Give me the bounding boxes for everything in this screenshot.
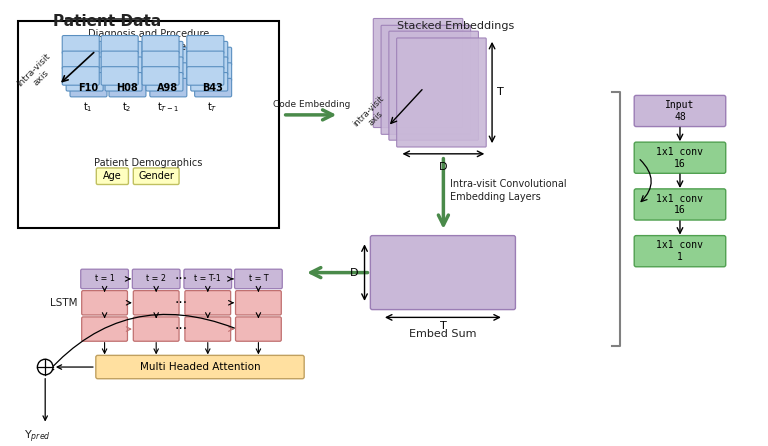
Circle shape xyxy=(38,359,53,375)
Text: Gender: Gender xyxy=(138,171,174,181)
FancyBboxPatch shape xyxy=(185,291,230,315)
Text: Intra-visit Convolutional
Embedding Layers: Intra-visit Convolutional Embedding Laye… xyxy=(450,179,567,202)
Text: t$_{T-1}$: t$_{T-1}$ xyxy=(157,100,179,114)
Text: t$_T$: t$_T$ xyxy=(207,100,218,114)
FancyBboxPatch shape xyxy=(236,291,281,315)
Text: ···: ··· xyxy=(175,296,188,310)
FancyBboxPatch shape xyxy=(109,63,146,81)
Text: Multi Headed Attention: Multi Headed Attention xyxy=(140,362,260,372)
FancyBboxPatch shape xyxy=(634,235,726,267)
FancyBboxPatch shape xyxy=(234,269,283,289)
Text: Patient Demographics: Patient Demographics xyxy=(94,158,203,168)
Text: intra-visit
axis: intra-visit axis xyxy=(15,52,59,96)
FancyBboxPatch shape xyxy=(66,73,103,91)
Text: 1x1 conv
16: 1x1 conv 16 xyxy=(657,194,703,215)
FancyBboxPatch shape xyxy=(185,317,230,341)
FancyBboxPatch shape xyxy=(109,47,146,66)
FancyBboxPatch shape xyxy=(236,317,281,341)
FancyBboxPatch shape xyxy=(109,78,146,97)
FancyBboxPatch shape xyxy=(70,78,107,97)
FancyBboxPatch shape xyxy=(396,38,486,147)
Text: t$_2$: t$_2$ xyxy=(122,100,131,114)
FancyBboxPatch shape xyxy=(142,67,179,85)
FancyBboxPatch shape xyxy=(146,73,183,91)
FancyBboxPatch shape xyxy=(634,95,726,127)
Bar xyxy=(18,21,279,228)
FancyBboxPatch shape xyxy=(101,67,138,85)
FancyBboxPatch shape xyxy=(105,73,142,91)
Text: T: T xyxy=(439,321,446,331)
Text: Embed Sum: Embed Sum xyxy=(409,329,477,339)
FancyBboxPatch shape xyxy=(81,317,127,341)
Text: Diagnosis and Procedure
Code Sequence: Diagnosis and Procedure Code Sequence xyxy=(88,29,209,53)
FancyBboxPatch shape xyxy=(150,47,187,66)
FancyBboxPatch shape xyxy=(70,63,107,81)
FancyBboxPatch shape xyxy=(634,189,726,220)
FancyBboxPatch shape xyxy=(634,142,726,173)
FancyBboxPatch shape xyxy=(96,168,128,185)
Text: T: T xyxy=(497,87,504,98)
Text: D: D xyxy=(439,161,448,172)
Text: D: D xyxy=(350,268,359,277)
Text: t$_1$: t$_1$ xyxy=(83,100,93,114)
FancyBboxPatch shape xyxy=(62,67,99,85)
FancyBboxPatch shape xyxy=(101,51,138,70)
Text: intra-visit
axis: intra-visit axis xyxy=(352,94,393,136)
FancyBboxPatch shape xyxy=(134,168,179,185)
FancyBboxPatch shape xyxy=(96,355,304,379)
FancyBboxPatch shape xyxy=(142,36,179,54)
FancyBboxPatch shape xyxy=(81,291,127,315)
FancyBboxPatch shape xyxy=(142,51,179,70)
Text: t = 1: t = 1 xyxy=(94,274,114,283)
Text: Patient Data: Patient Data xyxy=(54,14,161,29)
Text: Stacked Embeddings: Stacked Embeddings xyxy=(397,21,515,31)
FancyBboxPatch shape xyxy=(66,57,103,75)
FancyBboxPatch shape xyxy=(150,78,187,97)
Text: t = T-1: t = T-1 xyxy=(194,274,221,283)
FancyBboxPatch shape xyxy=(190,57,228,75)
Text: 1x1 conv
1: 1x1 conv 1 xyxy=(657,240,703,262)
FancyBboxPatch shape xyxy=(370,235,515,310)
FancyBboxPatch shape xyxy=(134,291,179,315)
Text: Y$_{pred}$: Y$_{pred}$ xyxy=(24,428,51,445)
Text: t = 2: t = 2 xyxy=(146,274,166,283)
FancyBboxPatch shape xyxy=(194,78,232,97)
FancyBboxPatch shape xyxy=(105,57,142,75)
FancyBboxPatch shape xyxy=(132,269,180,289)
FancyBboxPatch shape xyxy=(381,25,471,134)
Text: Age: Age xyxy=(103,171,122,181)
FancyBboxPatch shape xyxy=(389,31,478,140)
Text: ···: ··· xyxy=(175,272,188,286)
FancyBboxPatch shape xyxy=(150,63,187,81)
Text: t = T: t = T xyxy=(249,274,268,283)
FancyBboxPatch shape xyxy=(105,41,142,60)
FancyBboxPatch shape xyxy=(146,57,183,75)
FancyBboxPatch shape xyxy=(146,41,183,60)
Text: Input
48: Input 48 xyxy=(665,100,695,122)
Text: A98: A98 xyxy=(157,83,178,93)
FancyBboxPatch shape xyxy=(187,51,223,70)
FancyBboxPatch shape xyxy=(373,18,463,128)
FancyBboxPatch shape xyxy=(194,63,232,81)
FancyBboxPatch shape xyxy=(187,36,223,54)
Text: B43: B43 xyxy=(202,83,223,93)
FancyBboxPatch shape xyxy=(190,73,228,91)
FancyBboxPatch shape xyxy=(184,269,232,289)
FancyBboxPatch shape xyxy=(190,41,228,60)
FancyBboxPatch shape xyxy=(81,269,128,289)
FancyBboxPatch shape xyxy=(62,51,99,70)
FancyBboxPatch shape xyxy=(70,47,107,66)
Text: ···: ··· xyxy=(175,322,188,336)
FancyBboxPatch shape xyxy=(187,67,223,85)
Text: LSTM: LSTM xyxy=(50,298,78,308)
Text: H08: H08 xyxy=(116,83,137,93)
Text: F10: F10 xyxy=(78,83,98,93)
FancyBboxPatch shape xyxy=(62,36,99,54)
Text: Code Embedding: Code Embedding xyxy=(273,100,351,109)
FancyBboxPatch shape xyxy=(194,47,232,66)
Text: 1x1 conv
16: 1x1 conv 16 xyxy=(657,147,703,169)
FancyBboxPatch shape xyxy=(134,317,179,341)
FancyBboxPatch shape xyxy=(101,36,138,54)
FancyBboxPatch shape xyxy=(66,41,103,60)
